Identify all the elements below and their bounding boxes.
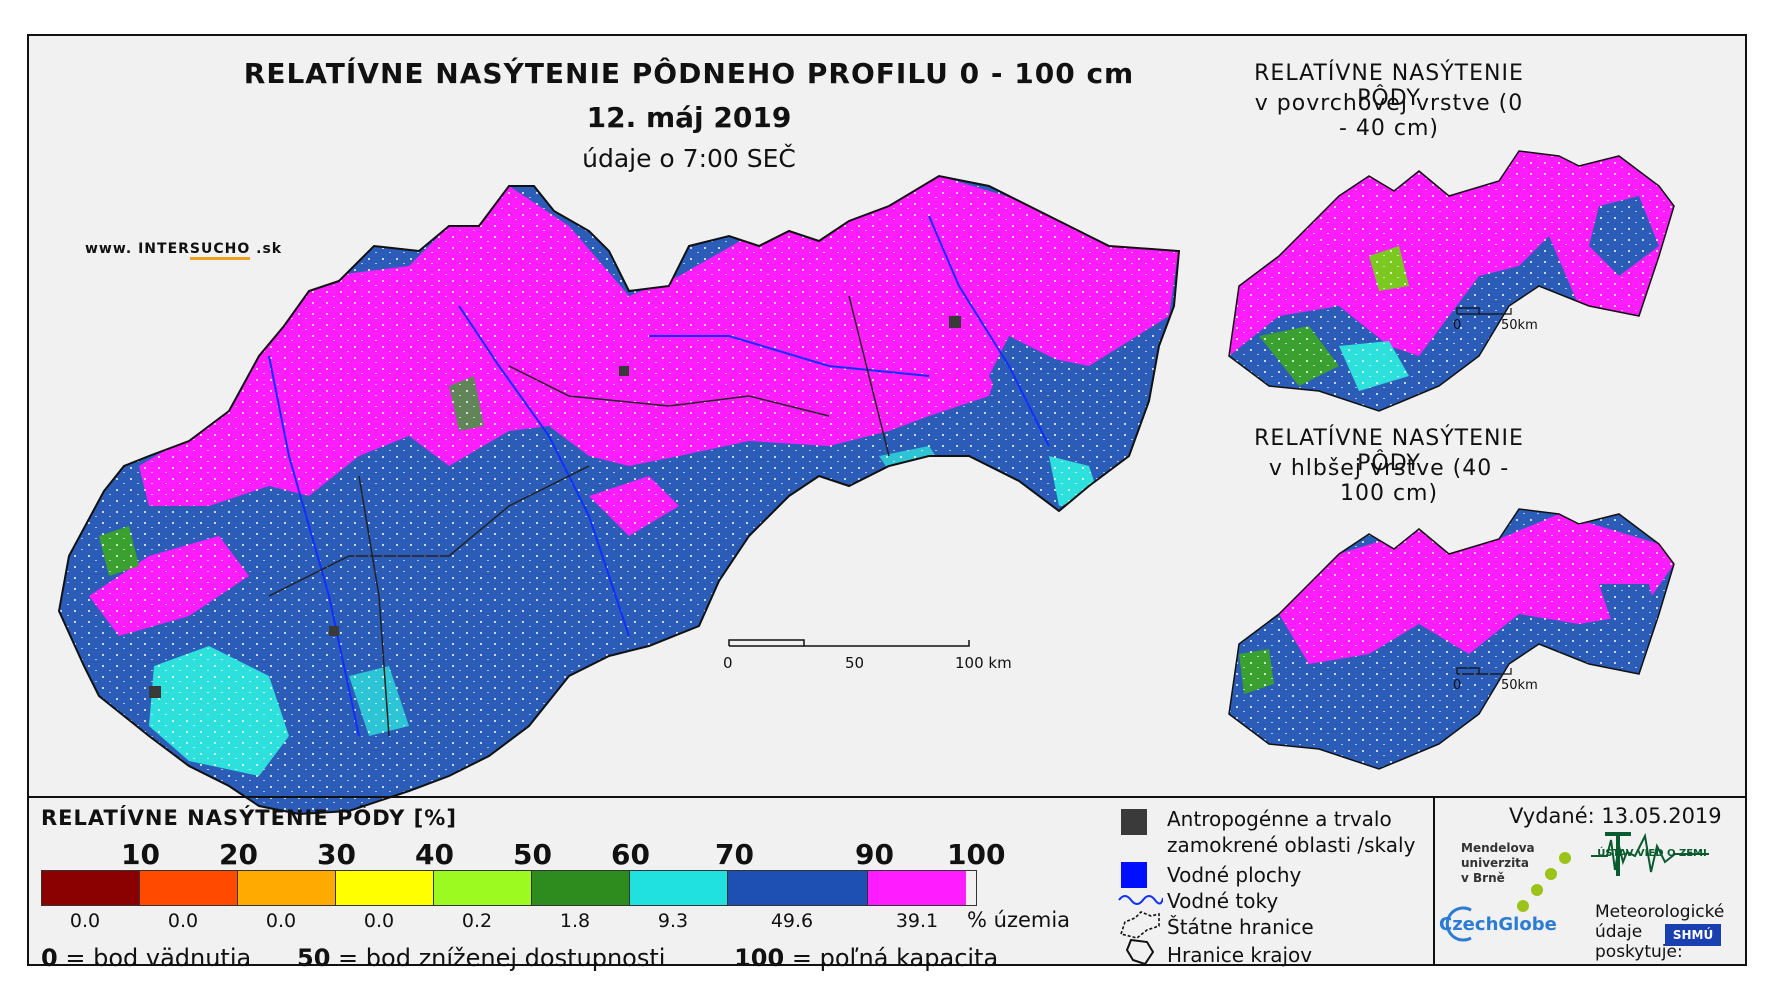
mendel-logo: Mendelova univerzita v Brně: [1461, 841, 1535, 886]
streams-label: Vodné toky: [1167, 889, 1279, 913]
footnote-value: 50: [297, 944, 331, 972]
legend-swatch: [532, 871, 630, 905]
region-border-icon: [1125, 938, 1155, 966]
class-label: 50: [513, 838, 552, 871]
class-label: 30: [317, 838, 356, 871]
map-title: RELATÍVNE NASÝTENIE PÔDNEHO PROFILU 0 - …: [243, 57, 1135, 90]
meteo-line: údaje: [1595, 922, 1643, 942]
inset-bottom-map: [1228, 508, 1675, 770]
water-bodies-label: Vodné plochy: [1167, 863, 1302, 887]
main-scale-bar: [728, 639, 970, 647]
percent-value: 0.2: [461, 910, 493, 932]
inset-bottom-scale-50: 50km: [1501, 678, 1538, 693]
percent-value: 0.0: [167, 910, 199, 932]
legend-swatch: [434, 871, 532, 905]
meteo-line: Meteorologické: [1595, 902, 1725, 922]
state-border-icon: [1119, 911, 1160, 939]
class-label: 100: [947, 838, 1006, 871]
inset-bottom-subtitle: v hlbšej vrstve (40 - 100 cm): [1268, 456, 1510, 506]
mendel-line: v Brně: [1461, 871, 1505, 885]
percent-value: 0.0: [265, 910, 297, 932]
state-border-label: Štátne hranice: [1167, 915, 1314, 939]
class-label: 90: [855, 838, 894, 871]
mendel-dots-icon: [1517, 852, 1571, 912]
brand-part1: www. INTER: [85, 241, 190, 257]
mendel-line: Mendelova: [1461, 841, 1535, 855]
main-scale-50: 50: [845, 654, 865, 672]
main-scale-100: 100 km: [955, 654, 1012, 672]
inset-top-title: RELATÍVNE NASÝTENIE PÔDY: [1254, 61, 1524, 111]
class-label: 20: [219, 838, 258, 871]
percent-value: 0.0: [363, 910, 395, 932]
legend-swatch: [140, 871, 238, 905]
footnote-text: = bod zníženej dostupnosti: [338, 944, 666, 972]
inset-top-scale-50: 50km: [1501, 318, 1538, 333]
shmu-logo: SHMÚ: [1665, 924, 1721, 946]
footnote-value: 0: [41, 944, 58, 972]
meteo-provider-text: Meteorologické údaje poskytuje:: [1595, 902, 1724, 962]
map-time: údaje o 7:00 SEČ: [582, 144, 796, 173]
inset-top-scale-bar: [1456, 307, 1512, 315]
class-label: 60: [611, 838, 650, 871]
percent-value: 9.3: [657, 910, 689, 932]
brand-part2: SUCHO: [189, 241, 251, 260]
percent-value: 49.6: [770, 910, 814, 932]
percent-value: 1.8: [559, 910, 591, 932]
legend-color-bar: [41, 870, 977, 906]
map-frame: RELATÍVNE NASÝTENIE PÔDNEHO PROFILU 0 - …: [27, 34, 1747, 972]
percent-value: 39.1: [895, 910, 939, 932]
inset-bottom-scale-0: 0: [1453, 678, 1462, 693]
brand-part3: .sk: [250, 241, 283, 257]
legend-title: RELATÍVNE NASÝTENIE PÔDY [%]: [41, 806, 457, 830]
uvz-logo: ÚSTAV VIED O ZEMI: [1597, 848, 1707, 859]
class-label: 40: [415, 838, 454, 871]
footnote-text: = poľná kapacita: [791, 944, 999, 972]
uvz-logo-icon: [1591, 832, 1709, 876]
czechglobe-logo: CzechGlobe: [1439, 914, 1557, 935]
inset-bottom-scale-bar: [1456, 667, 1512, 675]
percent-value: 0.0: [69, 910, 101, 932]
percent-unit: % územia: [967, 908, 1071, 932]
legend-swatch: [42, 871, 140, 905]
footnote-value: 100: [734, 944, 785, 972]
inset-bottom-title: RELATÍVNE NASÝTENIE PÔDY: [1254, 426, 1524, 476]
streams-icon: [1118, 895, 1163, 905]
region-border-label: Hranice krajov: [1167, 943, 1313, 967]
anthropogenic-swatch: [1121, 809, 1147, 835]
legend-swatch: [630, 871, 728, 905]
water-bodies-swatch: [1121, 862, 1147, 888]
main-scale-0: 0: [723, 654, 733, 672]
meteo-line: poskytuje:: [1595, 942, 1683, 962]
legend-swatch: [728, 871, 868, 905]
inset-top-subtitle: v povrchovej vrstve (0 - 40 cm): [1254, 91, 1524, 141]
legend-vertical-separator: [1433, 796, 1435, 966]
mendel-line: univerzita: [1461, 856, 1530, 870]
main-map: [57, 174, 1181, 816]
anthropogenic-label: Antropogénne a trvalo zamokrené oblasti …: [1167, 807, 1416, 857]
legend-swatch: [238, 871, 336, 905]
legend-footnote: 0 = bod vädnutia 50 = bod zníženej dostu…: [41, 944, 998, 972]
inset-top-scale-0: 0: [1453, 318, 1462, 333]
czechglobe-icon: [1445, 906, 1472, 942]
intersucho-logo: www. INTERSUCHO .sk: [85, 241, 283, 260]
class-label: 10: [121, 838, 160, 871]
legend-separator: [29, 796, 1745, 798]
map-date: 12. máj 2019: [586, 101, 792, 134]
inset-top-map: [1228, 150, 1675, 412]
legend-swatch: [868, 871, 966, 905]
issued-date: Vydané: 13.05.2019: [1509, 804, 1722, 828]
legend-swatch: [336, 871, 434, 905]
footnote-text: = bod vädnutia: [65, 944, 252, 972]
class-label: 70: [715, 838, 754, 871]
